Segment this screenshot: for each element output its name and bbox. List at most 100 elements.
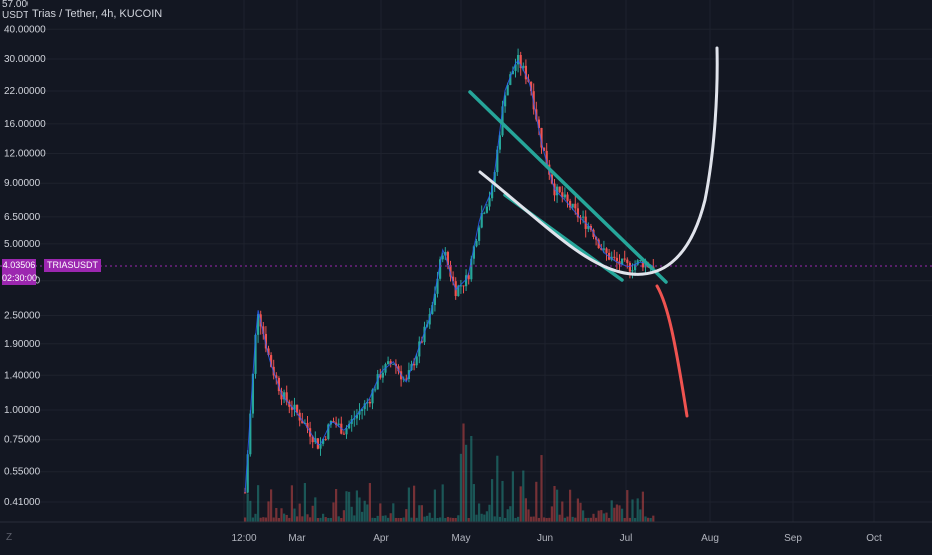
volume-bar [605, 512, 608, 522]
candle-body [501, 106, 504, 136]
price-tick-label: 9.00000 [4, 178, 41, 189]
candle-body [337, 423, 340, 425]
candle-body [376, 374, 379, 390]
candle-body [631, 270, 634, 272]
candle-body [345, 428, 348, 435]
volume-bar [628, 517, 631, 522]
candle-body [249, 413, 252, 455]
volume-bar [649, 518, 652, 522]
volume-bar [301, 516, 304, 522]
candle-body [389, 361, 392, 365]
candle-body [470, 258, 473, 280]
candle-body [491, 185, 494, 199]
volume-bar [532, 516, 535, 522]
price-axis[interactable]: 40.00000 30.00000 22.00000 16.00000 12.00000… [4, 24, 46, 508]
candle-body [563, 194, 566, 198]
volume-bar [480, 513, 483, 522]
candle-body [381, 372, 384, 378]
volume-bar [449, 517, 452, 522]
volume-bar [467, 517, 470, 522]
candle-body [275, 375, 278, 379]
time-tick-label: Apr [373, 533, 389, 544]
price-tick-label: 16.00000 [4, 119, 46, 130]
volume-bar [337, 516, 340, 522]
price-tick-label: 22.00000 [4, 86, 46, 97]
candle-body [358, 410, 361, 415]
volume-bar [561, 501, 564, 522]
volume-bar [426, 515, 429, 522]
volume-bar [452, 517, 455, 522]
candle-body [280, 391, 283, 400]
volume-bar [537, 517, 540, 522]
volume-bar [280, 508, 283, 522]
volume-bar [465, 444, 468, 522]
candle-body [639, 260, 642, 262]
volume-bar [262, 517, 265, 522]
candle-body [644, 262, 647, 268]
volume-bar [517, 516, 520, 522]
volume-bar [558, 514, 561, 522]
volume-bar [361, 511, 364, 522]
price-tick-label: 12.00000 [4, 149, 46, 160]
volume-bar [446, 516, 449, 522]
volume-bar [345, 491, 348, 522]
price-tick-label: 1.90000 [4, 339, 41, 350]
time-tick-label: May [452, 533, 471, 544]
volume-bar [550, 506, 553, 522]
tradingview-logo-icon[interactable]: Z [6, 532, 13, 543]
candle-body [462, 285, 465, 287]
candle-body [532, 91, 535, 110]
candle-body [431, 305, 434, 315]
volume-bar [444, 517, 447, 522]
drawing-annotations[interactable] [468, 46, 719, 418]
candle-body [293, 404, 296, 410]
candle-body [597, 239, 600, 249]
volume-bar [381, 515, 384, 522]
time-tick-label: Sep [784, 533, 802, 544]
volume-bar [410, 517, 413, 522]
top-price-partial: 57.00000 [2, 0, 28, 10]
price-tick-label: 0.41000 [4, 497, 41, 508]
volume-bar [431, 517, 434, 522]
volume-bar [613, 507, 616, 522]
volume-bar [441, 484, 444, 522]
volume-bar [553, 485, 556, 522]
volume-bar [496, 455, 499, 522]
volume-bar [589, 517, 592, 522]
candle-body [262, 326, 265, 334]
candle-body [636, 260, 639, 265]
volume-bar [270, 489, 273, 522]
candle-body [441, 255, 444, 260]
volume-bar [316, 517, 319, 522]
candle-body [475, 240, 478, 247]
volume-bar [610, 500, 613, 522]
volume-bar [413, 485, 416, 522]
volume-bar [545, 517, 548, 522]
candle-body [517, 54, 520, 65]
candle-body [392, 363, 395, 365]
candle-body [628, 262, 631, 272]
volume-bar [574, 517, 577, 522]
current-price-tag: 4.03506 02:30:00 [2, 259, 37, 285]
volume-bar [303, 483, 306, 522]
volume-bar [366, 504, 369, 522]
candle-body [420, 341, 423, 343]
volume-bar [511, 471, 514, 522]
volume-bar [470, 435, 473, 522]
volume-bar [433, 489, 436, 522]
volume-bar [314, 497, 317, 522]
volume-bar [324, 517, 327, 522]
time-axis[interactable]: 12:00 Mar Apr May Jun Jul Aug Sep Oct [0, 521, 932, 544]
candle-body [496, 149, 499, 173]
volume-bar [579, 502, 582, 522]
price-axis-top-label: 57.00000 USDT [0, 0, 44, 21]
candle-body [615, 257, 618, 262]
volume-bar [332, 502, 335, 522]
volume-bars [244, 423, 655, 522]
candle-body [251, 373, 254, 414]
candle-body [641, 260, 644, 268]
candle-body [246, 454, 249, 493]
candle-body [446, 252, 449, 266]
